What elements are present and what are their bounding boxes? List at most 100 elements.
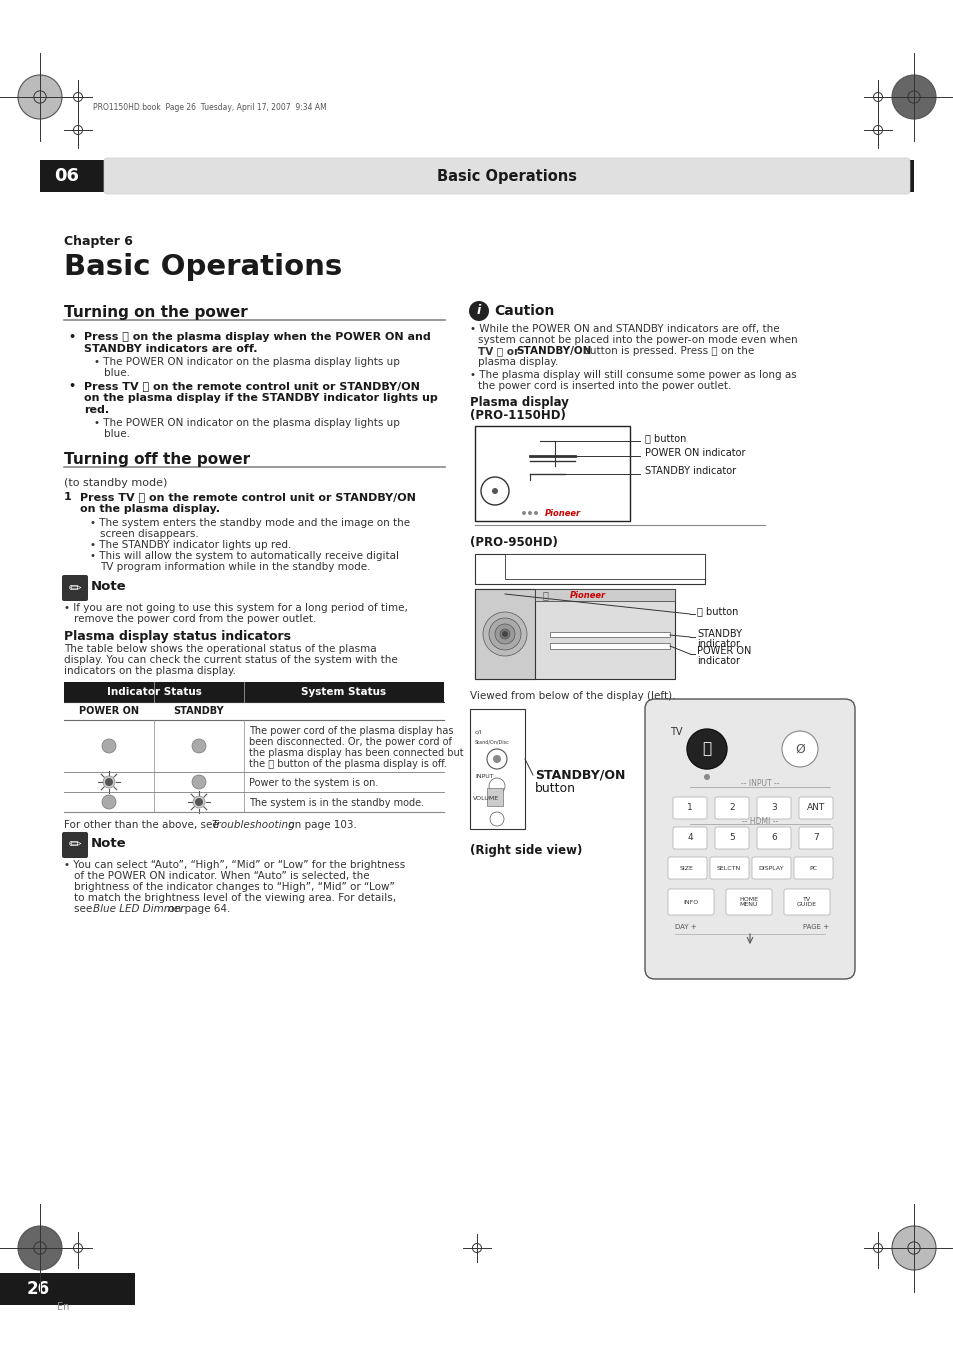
FancyBboxPatch shape [757, 797, 790, 819]
Text: SELCTN: SELCTN [716, 866, 740, 870]
Text: the plasma display has been connected but: the plasma display has been connected bu… [249, 748, 463, 758]
FancyBboxPatch shape [714, 827, 748, 848]
FancyBboxPatch shape [751, 857, 790, 880]
Text: Plasma display: Plasma display [470, 396, 568, 409]
Text: on page 64.: on page 64. [165, 904, 230, 915]
Text: • If you are not going to use this system for a long period of time,: • If you are not going to use this syste… [64, 603, 408, 613]
FancyBboxPatch shape [104, 158, 909, 195]
Text: indicator: indicator [697, 657, 740, 666]
Text: Note: Note [91, 838, 127, 850]
Circle shape [192, 775, 206, 789]
Text: POWER ON indicator: POWER ON indicator [644, 449, 744, 458]
FancyBboxPatch shape [757, 827, 790, 848]
Text: STANDBY/ON: STANDBY/ON [535, 769, 625, 782]
Text: • The POWER ON indicator on the plasma display lights up: • The POWER ON indicator on the plasma d… [94, 417, 399, 428]
Text: The power cord of the plasma display has: The power cord of the plasma display has [249, 725, 453, 736]
Circle shape [193, 796, 205, 808]
FancyBboxPatch shape [793, 857, 832, 880]
FancyBboxPatch shape [672, 797, 706, 819]
Text: • You can select “Auto”, “High”, “Mid” or “Low” for the brightness: • You can select “Auto”, “High”, “Mid” o… [64, 861, 405, 870]
Text: Viewed from below of the display (left).: Viewed from below of the display (left). [470, 690, 675, 701]
Circle shape [521, 511, 525, 515]
Text: En: En [57, 1302, 70, 1312]
FancyBboxPatch shape [667, 857, 706, 880]
Text: Indicator Status: Indicator Status [107, 688, 201, 697]
Text: button is pressed. Press ⏻ on the: button is pressed. Press ⏻ on the [579, 346, 754, 357]
Text: HOME
MENU: HOME MENU [739, 897, 758, 908]
Text: 6: 6 [770, 834, 776, 843]
Circle shape [493, 755, 500, 763]
Text: button: button [535, 782, 576, 794]
Text: Note: Note [91, 580, 127, 593]
Text: Chapter 6: Chapter 6 [64, 235, 132, 249]
Text: of the POWER ON indicator. When “Auto” is selected, the: of the POWER ON indicator. When “Auto” i… [74, 871, 369, 881]
Circle shape [492, 488, 497, 494]
FancyBboxPatch shape [799, 797, 832, 819]
Bar [475, 554, 704, 584]
Text: STANDBY: STANDBY [173, 707, 224, 716]
Text: STANDBY indicators are off.: STANDBY indicators are off. [84, 345, 257, 354]
Text: STANDBY: STANDBY [697, 630, 741, 639]
FancyBboxPatch shape [667, 889, 713, 915]
Text: on the plasma display if the STANDBY indicator lights up: on the plasma display if the STANDBY ind… [84, 393, 437, 403]
Circle shape [486, 748, 506, 769]
Text: indicator: indicator [697, 639, 740, 648]
Text: 5: 5 [728, 834, 734, 843]
Text: Caution: Caution [494, 304, 554, 317]
Text: 1: 1 [686, 804, 692, 812]
Bar [64, 682, 443, 703]
Text: TV
GUIDE: TV GUIDE [796, 897, 816, 908]
Text: display. You can check the current status of the system with the: display. You can check the current statu… [64, 655, 397, 665]
Circle shape [18, 76, 62, 119]
Text: the power cord is inserted into the power outlet.: the power cord is inserted into the powe… [477, 381, 731, 390]
Text: DAY +: DAY + [675, 924, 696, 929]
Text: PC: PC [808, 866, 816, 870]
Text: on the plasma display.: on the plasma display. [80, 504, 220, 513]
Circle shape [534, 511, 537, 515]
Text: -- INPUT --: -- INPUT -- [740, 780, 779, 789]
Text: For other than the above, see: For other than the above, see [64, 820, 222, 830]
Text: Basic Operations: Basic Operations [436, 169, 577, 184]
Text: STANDBY indicator: STANDBY indicator [644, 466, 736, 476]
Bar [64, 720, 443, 771]
Bar [550, 632, 669, 638]
Text: • The STANDBY indicator lights up red.: • The STANDBY indicator lights up red. [90, 540, 291, 550]
Bar [64, 792, 443, 812]
Text: The table below shows the operational status of the plasma: The table below shows the operational st… [64, 644, 376, 654]
Bar [40, 159, 913, 192]
Text: • This will allow the system to automatically receive digital: • This will allow the system to automati… [90, 551, 398, 561]
Text: INPUT: INPUT [475, 774, 493, 780]
Text: Troubleshooting: Troubleshooting [212, 820, 295, 830]
Text: ⏻: ⏻ [701, 742, 711, 757]
Text: •: • [68, 381, 75, 390]
Circle shape [489, 778, 504, 794]
Bar [504, 554, 704, 580]
Bar [475, 589, 535, 680]
Text: blue.: blue. [104, 367, 130, 378]
Text: POWER ON: POWER ON [79, 707, 139, 716]
Text: INFO: INFO [682, 900, 698, 905]
Circle shape [469, 301, 489, 322]
Text: Pioneer: Pioneer [544, 508, 580, 517]
Circle shape [194, 798, 203, 807]
Circle shape [102, 739, 116, 753]
Circle shape [781, 731, 817, 767]
Text: ANT: ANT [806, 804, 824, 812]
Text: brightness of the indicator changes to “High”, “Mid” or “Low”: brightness of the indicator changes to “… [74, 882, 395, 892]
Text: Pioneer: Pioneer [569, 590, 605, 600]
Circle shape [489, 617, 520, 650]
Text: DISPLAY: DISPLAY [758, 866, 783, 870]
Text: Blue LED Dimmer: Blue LED Dimmer [92, 904, 184, 915]
Circle shape [891, 1225, 935, 1270]
Bar [64, 771, 443, 792]
Text: 4: 4 [686, 834, 692, 843]
Text: see: see [74, 904, 95, 915]
Text: blue.: blue. [104, 430, 130, 439]
Text: Power to the system is on.: Power to the system is on. [249, 778, 378, 788]
Circle shape [686, 730, 726, 769]
Text: • The plasma display will still consume some power as long as: • The plasma display will still consume … [470, 370, 796, 380]
Circle shape [490, 812, 503, 825]
Text: c/l: c/l [475, 730, 482, 734]
Text: (to standby mode): (to standby mode) [64, 478, 167, 488]
Text: • The system enters the standby mode and the image on the: • The system enters the standby mode and… [90, 517, 410, 528]
